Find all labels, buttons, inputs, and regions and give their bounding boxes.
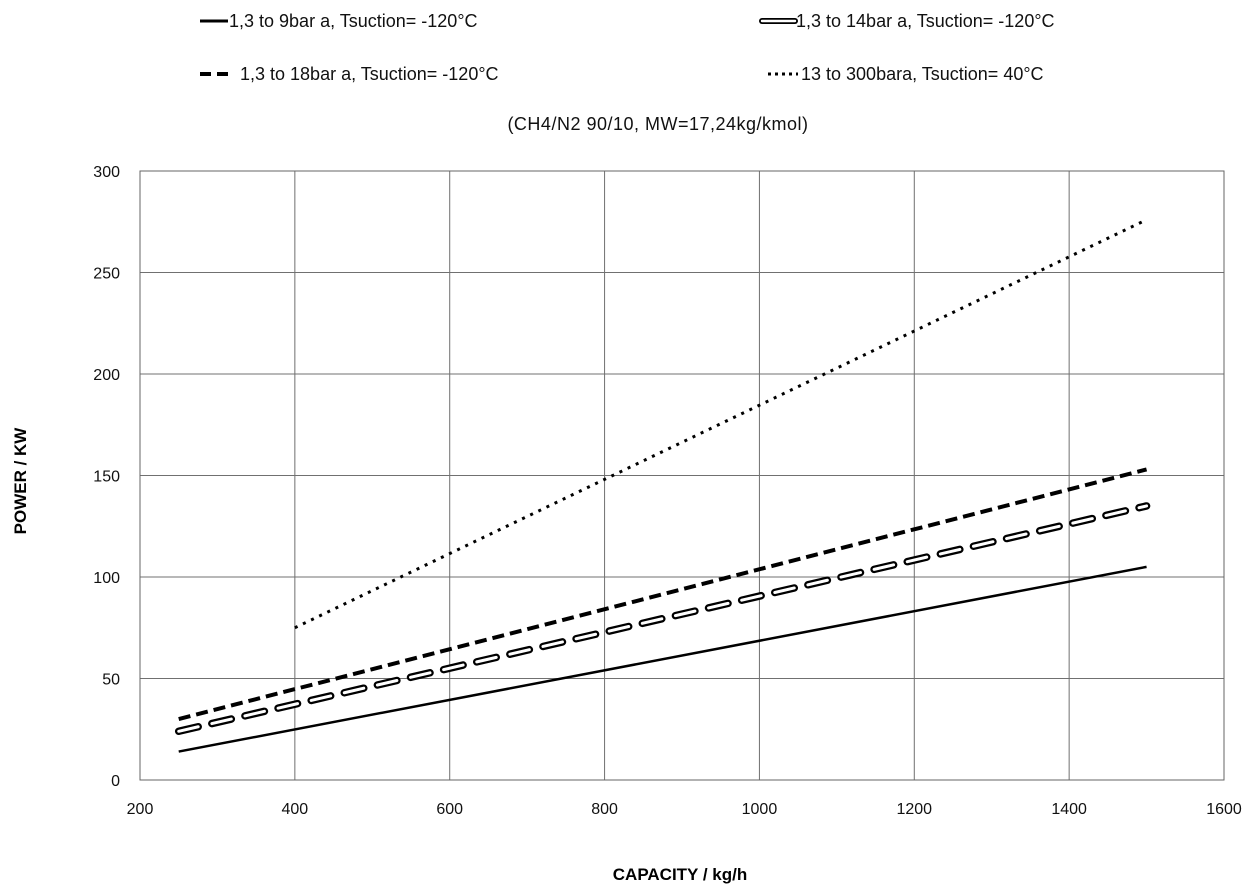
chart-subtitle: (CH4/N2 90/10, MW=17,24kg/kmol) (507, 114, 808, 134)
series-path (178, 467, 1148, 722)
legend-label-series-2: 1,3 to 14bar a, Tsuction= -120°C (796, 11, 1055, 31)
y-tick-label: 0 (111, 773, 120, 790)
series-line-2 (174, 502, 1151, 736)
series-path (294, 218, 1148, 630)
series-line-1 (178, 565, 1147, 753)
legend-item-series-4: 13 to 300bara, Tsuction= 40°C (768, 64, 1044, 84)
x-tick-label: 800 (591, 801, 618, 818)
plot-frame (139, 170, 1225, 781)
x-tick-label: 1400 (1051, 801, 1087, 818)
legend-item-series-1: 1,3 to 9bar a, Tsuction= -120°C (200, 11, 478, 31)
x-tick-label: 200 (127, 801, 154, 818)
y-tick-label: 50 (102, 672, 120, 689)
y-tick-label: 250 (93, 266, 120, 283)
series-path (178, 565, 1147, 753)
legend-label-series-4: 13 to 300bara, Tsuction= 40°C (801, 64, 1044, 84)
legend-item-series-3: 1,3 to 18bar a, Tsuction= -120°C (200, 64, 499, 84)
x-tick-label: 1200 (896, 801, 932, 818)
legend-label-series-1: 1,3 to 9bar a, Tsuction= -120°C (229, 11, 478, 31)
y-axis-title: POWER / KW (11, 427, 30, 535)
series-lines (174, 218, 1151, 753)
x-tick-label: 400 (282, 801, 309, 818)
legend: 1,3 to 9bar a, Tsuction= -120°C 1,3 to 1… (200, 11, 1055, 84)
series-line-3 (178, 467, 1148, 722)
y-tick-label: 150 (93, 469, 120, 486)
series-path-inner (177, 504, 1149, 733)
x-axis-title: CAPACITY / kg/h (613, 865, 747, 884)
legend-label-series-3: 1,3 to 18bar a, Tsuction= -120°C (240, 64, 499, 84)
x-tick-label: 1000 (742, 801, 778, 818)
y-axis-ticks: 0 50 100 150 200 250 300 (93, 164, 120, 790)
y-tick-label: 100 (93, 570, 120, 587)
x-tick-label: 1600 (1206, 801, 1242, 818)
y-tick-label: 300 (93, 164, 120, 181)
y-tick-label: 200 (93, 367, 120, 384)
x-tick-label: 600 (436, 801, 463, 818)
series-line-4 (294, 218, 1148, 630)
legend-item-series-2: 1,3 to 14bar a, Tsuction= -120°C (759, 11, 1055, 31)
x-axis-ticks: 200 400 600 800 1000 1200 1400 1600 (127, 801, 1242, 818)
gridlines (140, 171, 1224, 780)
